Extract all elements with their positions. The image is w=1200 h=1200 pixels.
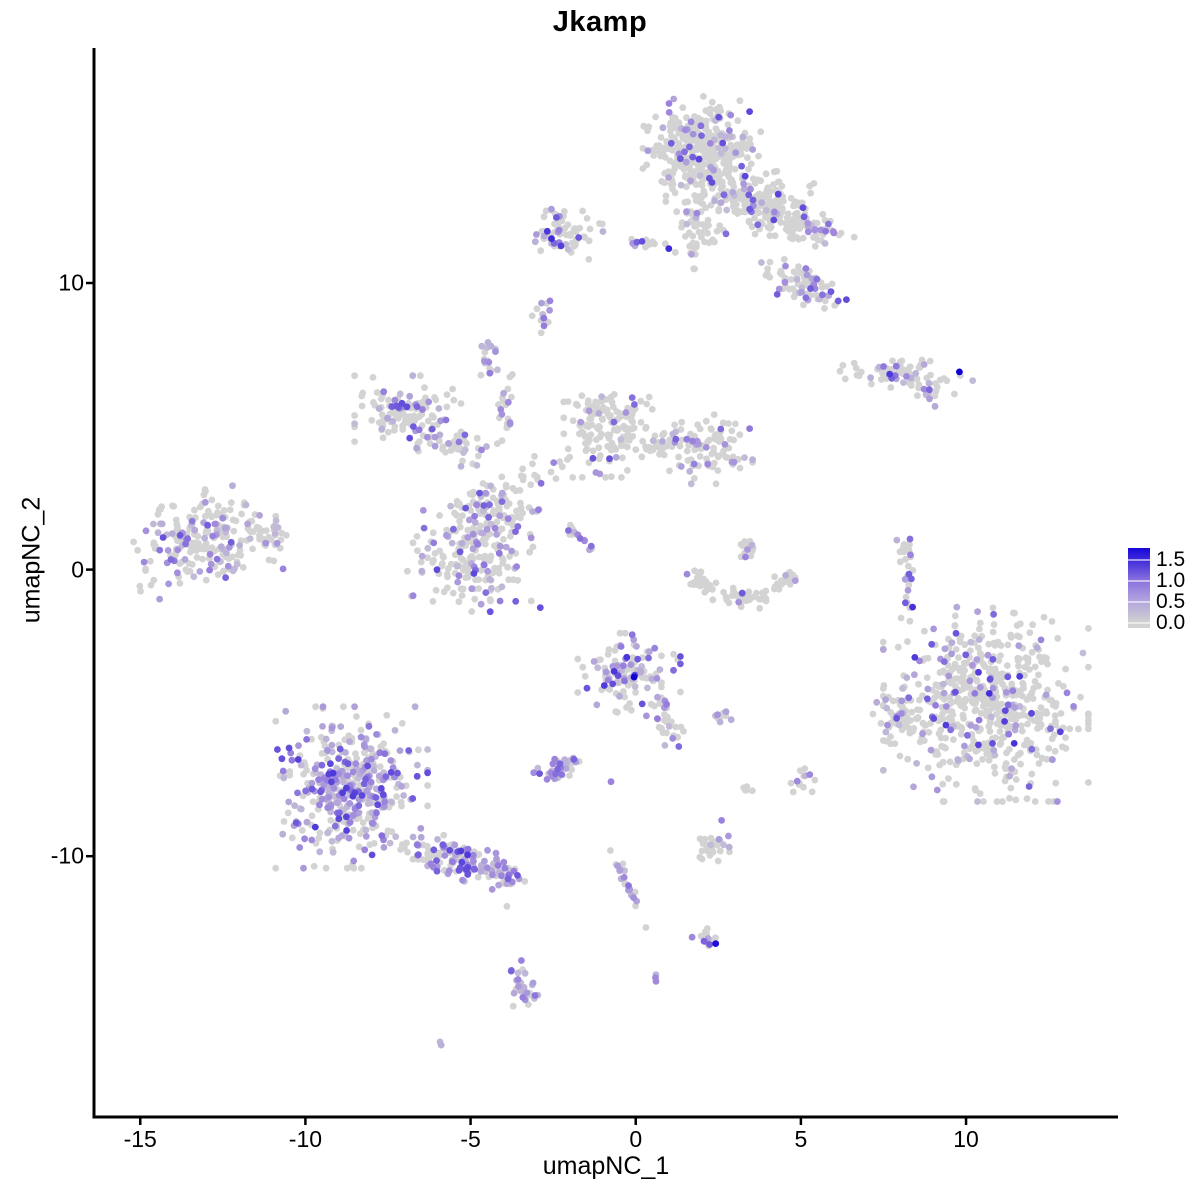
legend-tick-label: 0.5 [1156,590,1186,614]
x-tick-label: -5 [460,1126,481,1152]
legend-bar-tick [1128,559,1150,561]
y-tick-label: -10 [50,842,84,869]
legend-bar-tick [1128,622,1150,625]
legend-tick-label: 1.0 [1156,569,1186,593]
x-tick-label: -10 [288,1126,323,1152]
x-tick-label: 5 [794,1126,808,1152]
legend-tick-label: 1.5 [1156,548,1186,571]
legend-bar-tick [1128,580,1150,583]
y-axis-title: umapNC_2 [17,496,46,624]
x-tick-label: -15 [123,1126,157,1152]
legend-bar-tick [1128,601,1150,604]
legend-tick-label: 0.0 [1156,611,1186,635]
plot-title: Jkamp [552,6,648,38]
y-tick-label: 0 [71,556,84,583]
x-axis-title: umapNC_1 [542,1152,670,1180]
y-tick-label: 10 [58,269,84,296]
x-tick-label: 0 [629,1126,643,1152]
axis-lines-layer [86,48,1118,1125]
umap-points-layer [130,93,1092,1049]
legend-colorbar [1128,548,1150,628]
x-tick-label: 10 [953,1126,979,1152]
